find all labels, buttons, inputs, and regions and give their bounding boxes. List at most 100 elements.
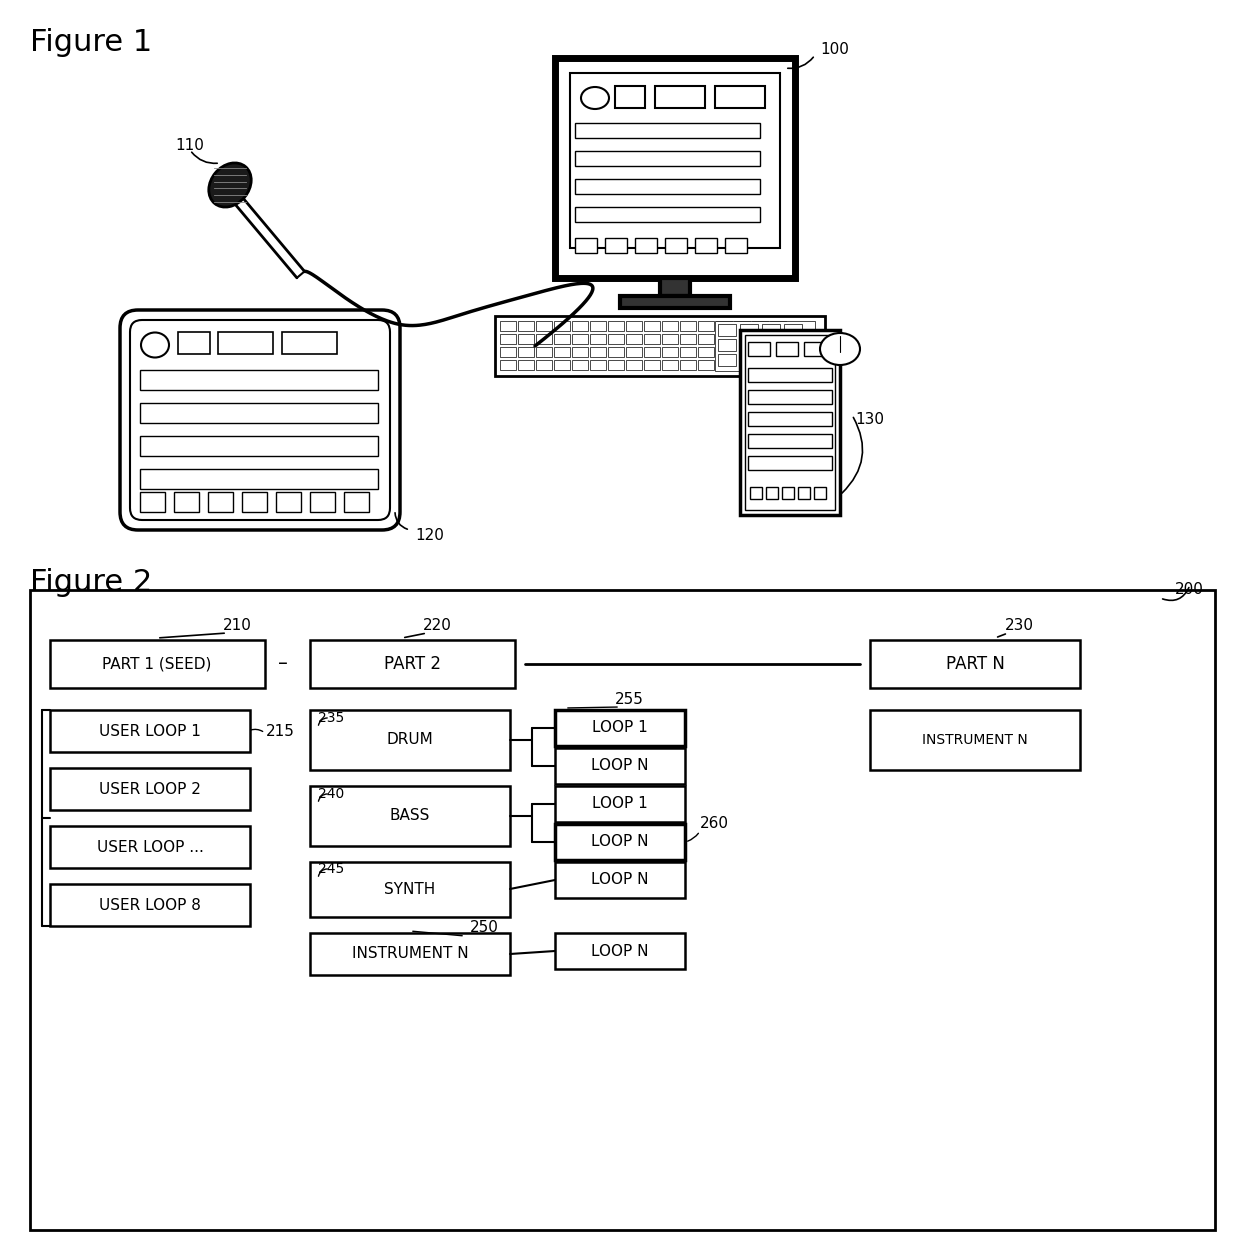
Text: LOOP 1: LOOP 1 bbox=[593, 796, 647, 811]
Bar bbox=[575, 207, 760, 222]
Bar bbox=[608, 360, 624, 370]
Bar bbox=[770, 321, 786, 331]
Bar bbox=[718, 339, 737, 352]
Bar bbox=[715, 346, 732, 357]
Bar bbox=[782, 488, 794, 499]
Bar bbox=[556, 748, 684, 784]
Bar bbox=[518, 346, 534, 357]
Bar bbox=[179, 331, 210, 354]
Bar bbox=[770, 346, 786, 357]
Bar bbox=[556, 862, 684, 898]
Text: 110: 110 bbox=[175, 137, 203, 152]
Bar bbox=[748, 368, 832, 382]
Text: PART N: PART N bbox=[946, 655, 1004, 673]
Bar bbox=[310, 640, 515, 688]
Bar bbox=[277, 491, 301, 512]
Bar bbox=[536, 321, 552, 331]
Bar bbox=[554, 346, 570, 357]
Text: DRUM: DRUM bbox=[387, 732, 433, 747]
Bar bbox=[660, 278, 689, 296]
Bar bbox=[804, 341, 826, 357]
Bar bbox=[715, 321, 815, 370]
Bar bbox=[680, 360, 696, 370]
Bar bbox=[734, 360, 750, 370]
Text: USER LOOP 2: USER LOOP 2 bbox=[99, 781, 201, 796]
Text: 210: 210 bbox=[223, 617, 252, 633]
Bar bbox=[813, 488, 826, 499]
Bar bbox=[518, 360, 534, 370]
Bar bbox=[208, 491, 233, 512]
Bar bbox=[770, 360, 786, 370]
Text: 235: 235 bbox=[317, 711, 345, 724]
Bar bbox=[715, 334, 732, 344]
Text: USER LOOP 8: USER LOOP 8 bbox=[99, 897, 201, 912]
Bar bbox=[536, 360, 552, 370]
Bar bbox=[748, 456, 832, 470]
Bar bbox=[665, 238, 687, 253]
Bar bbox=[572, 334, 588, 344]
Bar bbox=[740, 339, 758, 352]
Ellipse shape bbox=[582, 87, 609, 110]
Bar bbox=[715, 360, 732, 370]
Text: SYNTH: SYNTH bbox=[384, 882, 435, 897]
Text: LOOP N: LOOP N bbox=[591, 944, 649, 959]
Text: 250: 250 bbox=[470, 921, 498, 935]
Bar bbox=[310, 862, 510, 917]
Bar bbox=[310, 491, 335, 512]
FancyBboxPatch shape bbox=[120, 310, 401, 530]
Bar bbox=[740, 324, 758, 336]
Bar bbox=[644, 334, 660, 344]
Bar bbox=[556, 824, 684, 861]
Bar bbox=[575, 179, 760, 194]
Bar bbox=[776, 341, 799, 357]
Text: PART 1 (SEED): PART 1 (SEED) bbox=[103, 656, 212, 672]
Text: 100: 100 bbox=[820, 43, 849, 58]
Bar bbox=[763, 339, 780, 352]
Text: 215: 215 bbox=[267, 723, 295, 738]
Bar bbox=[635, 238, 657, 253]
FancyBboxPatch shape bbox=[130, 320, 391, 520]
Bar bbox=[698, 346, 714, 357]
Text: 255: 255 bbox=[615, 692, 644, 707]
Bar bbox=[751, 334, 768, 344]
Bar bbox=[615, 86, 645, 108]
Bar bbox=[655, 86, 706, 108]
Bar bbox=[694, 238, 717, 253]
Bar bbox=[500, 321, 516, 331]
Bar bbox=[310, 709, 510, 770]
Text: Figure 2: Figure 2 bbox=[30, 568, 153, 597]
Bar bbox=[734, 334, 750, 344]
Bar bbox=[281, 331, 337, 354]
Bar bbox=[50, 709, 250, 752]
Text: USER LOOP ...: USER LOOP ... bbox=[97, 839, 203, 854]
Text: 120: 120 bbox=[415, 528, 444, 543]
Bar bbox=[662, 360, 678, 370]
Bar bbox=[536, 334, 552, 344]
Bar bbox=[554, 334, 570, 344]
Bar bbox=[870, 640, 1080, 688]
Bar bbox=[698, 321, 714, 331]
Bar bbox=[556, 786, 684, 822]
Bar bbox=[740, 330, 839, 515]
Bar bbox=[718, 324, 737, 336]
Bar bbox=[680, 334, 696, 344]
Bar bbox=[766, 488, 777, 499]
Bar bbox=[218, 331, 273, 354]
Bar bbox=[748, 391, 832, 404]
Bar bbox=[554, 321, 570, 331]
Bar bbox=[140, 469, 378, 489]
Text: LOOP N: LOOP N bbox=[591, 759, 649, 774]
Bar bbox=[343, 491, 370, 512]
Bar bbox=[715, 321, 732, 331]
Bar bbox=[784, 354, 802, 365]
Bar bbox=[572, 360, 588, 370]
Bar bbox=[608, 334, 624, 344]
Bar bbox=[698, 360, 714, 370]
Bar bbox=[626, 346, 642, 357]
Bar bbox=[751, 321, 768, 331]
Bar bbox=[751, 360, 768, 370]
Bar bbox=[718, 354, 737, 365]
Text: PART 2: PART 2 bbox=[383, 655, 440, 673]
Text: LOOP N: LOOP N bbox=[591, 834, 649, 849]
Text: INSTRUMENT N: INSTRUMENT N bbox=[923, 733, 1028, 747]
